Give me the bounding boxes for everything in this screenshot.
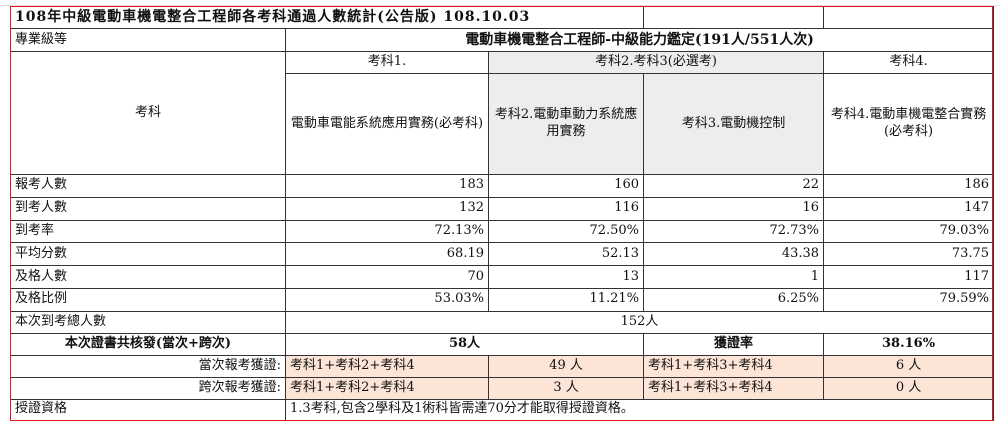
cell-value[interactable]: 186 xyxy=(823,174,995,198)
row-label[interactable]: 到考率 xyxy=(10,219,286,244)
current-combo-a[interactable]: 考科1+考科2+考科4 xyxy=(285,354,489,378)
qual-value[interactable]: 1.3考科,包含2學科及1術科皆需達70分才能取得授證資格。 xyxy=(284,398,995,421)
cell-value[interactable]: 73.75 xyxy=(823,242,995,267)
subject-1[interactable]: 電動車電能系統應用實務(必考科) xyxy=(285,73,489,175)
table-row: 及格人數 70 13 1 117 xyxy=(10,265,995,289)
subject-4[interactable]: 考科4.電動車機電整合實務(必考科) xyxy=(823,73,995,175)
cert-label[interactable]: 本次證書共核發(當次+跨次) xyxy=(10,332,286,356)
level-value[interactable]: 電動車機電整合工程師-中級能力鑑定(191人/551人次) xyxy=(284,28,995,52)
current-label[interactable]: 當次報考獲證: xyxy=(10,354,286,378)
cell-value[interactable]: 147 xyxy=(823,196,995,221)
group23-header[interactable]: 考科2.考科3(必選考) xyxy=(487,51,825,74)
stats-sheet: 108年中級電動車機電整合工程師各考科通過人數統計(公告版) 108.10.03… xyxy=(9,6,995,421)
subject-2[interactable]: 考科2.電動車動力系統應用實務 xyxy=(487,73,645,175)
cell-value[interactable]: 72.13% xyxy=(285,219,489,244)
table-row: 到考人數 132 116 16 147 xyxy=(10,196,995,221)
row-label[interactable]: 及格人數 xyxy=(10,265,286,289)
current-combo-b[interactable]: 考科1+考科3+考科4 xyxy=(643,354,825,378)
cross-label[interactable]: 跨次報考獲證: xyxy=(10,376,286,400)
cell-value[interactable]: 43.38 xyxy=(643,242,825,267)
row-label[interactable]: 及格比例 xyxy=(10,287,286,312)
current-count-b[interactable]: 6 人 xyxy=(823,354,995,378)
cell-value[interactable]: 68.19 xyxy=(285,242,489,267)
table-row: 及格比例 53.03% 11.21% 6.25% 79.59% xyxy=(10,287,995,312)
cell-value[interactable]: 116 xyxy=(487,196,645,221)
cell-value[interactable]: 72.50% xyxy=(487,219,645,244)
cell-value[interactable]: 79.03% xyxy=(823,219,995,244)
subject-label: 考科 xyxy=(134,104,161,120)
cert-value[interactable]: 58人 xyxy=(284,332,645,356)
cell-value[interactable]: 70 xyxy=(285,265,489,289)
level-label[interactable]: 專業級等 xyxy=(10,28,286,52)
cell-value[interactable]: 6.25% xyxy=(643,287,825,312)
cell-value[interactable]: 22 xyxy=(643,174,825,198)
rate-label[interactable]: 獲證率 xyxy=(643,332,825,356)
group1-header[interactable]: 考科1. xyxy=(285,51,489,74)
cell-value[interactable]: 117 xyxy=(823,265,995,289)
subject-3[interactable]: 考科3.電動機控制 xyxy=(643,73,825,175)
row-label[interactable]: 到考人數 xyxy=(10,196,286,221)
cell-value[interactable]: 72.73% xyxy=(643,219,825,244)
qual-label[interactable]: 授證資格 xyxy=(10,398,286,421)
cell-value[interactable]: 13 xyxy=(487,265,645,289)
cross-combo-a[interactable]: 考科1+考科2+考科4 xyxy=(285,376,489,400)
cross-combo-b[interactable]: 考科1+考科3+考科4 xyxy=(643,376,825,400)
table-row: 平均分數 68.19 52.13 43.38 73.75 xyxy=(10,242,995,267)
cell-value[interactable]: 79.59% xyxy=(823,287,995,312)
row-label[interactable]: 報考人數 xyxy=(10,174,286,198)
group4-header[interactable]: 考科4. xyxy=(823,51,995,74)
cell-value[interactable]: 53.03% xyxy=(285,287,489,312)
cell-value[interactable]: 183 xyxy=(285,174,489,198)
current-count-a[interactable]: 49 人 xyxy=(487,354,645,378)
total-value[interactable]: 152人 xyxy=(284,310,995,334)
stats-table: 108年中級電動車機電整合工程師各考科通過人數統計(公告版) 108.10.03… xyxy=(9,6,995,421)
cell-value[interactable]: 11.21% xyxy=(487,287,645,312)
cross-count-a[interactable]: 3 人 xyxy=(487,376,645,400)
cell-value[interactable]: 160 xyxy=(487,174,645,198)
cross-count-b[interactable]: 0 人 xyxy=(823,376,995,400)
total-label[interactable]: 本次到考總人數 xyxy=(10,310,286,334)
empty-cell[interactable] xyxy=(643,6,825,29)
subject-label-cell[interactable]: 考科 xyxy=(10,51,286,175)
table-row: 報考人數 183 160 22 186 xyxy=(10,174,995,198)
cell-value[interactable]: 1 xyxy=(643,265,825,289)
spreadsheet-top-edge xyxy=(0,0,1000,6)
cell-value[interactable]: 52.13 xyxy=(487,242,645,267)
cell-value[interactable]: 16 xyxy=(643,196,825,221)
row-label[interactable]: 平均分數 xyxy=(10,242,286,267)
rate-value[interactable]: 38.16% xyxy=(823,332,995,356)
cell-value[interactable]: 132 xyxy=(285,196,489,221)
sheet-title[interactable]: 108年中級電動車機電整合工程師各考科通過人數統計(公告版) 108.10.03 xyxy=(9,6,645,29)
table-row: 到考率 72.13% 72.50% 72.73% 79.03% xyxy=(10,219,995,244)
empty-cell[interactable] xyxy=(823,6,995,29)
